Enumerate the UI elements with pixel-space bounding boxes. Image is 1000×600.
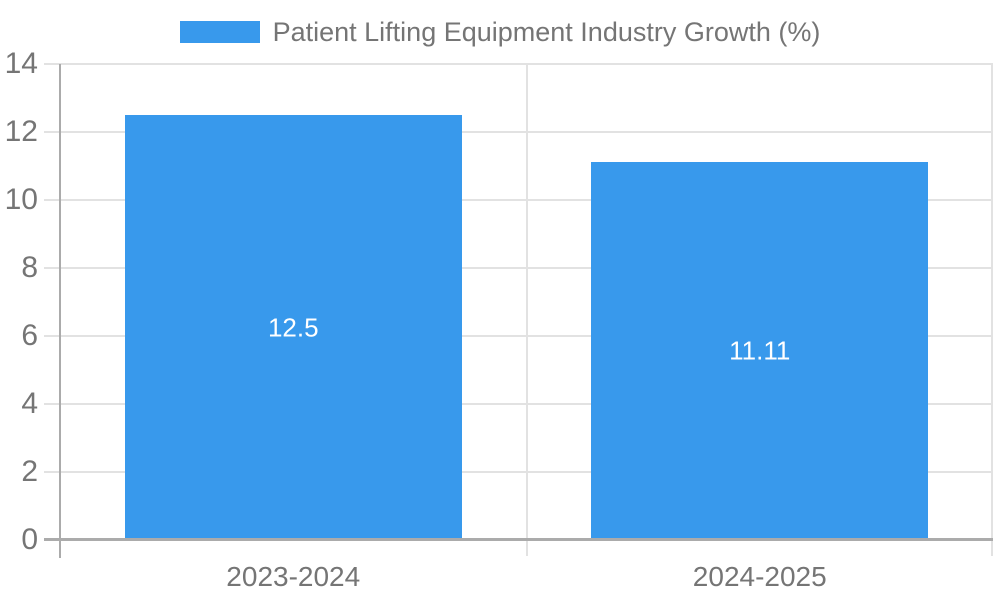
x-axis-category-label: 2024-2025	[692, 561, 827, 592]
y-axis-tick-label: 0	[21, 523, 38, 556]
category-divider	[525, 64, 528, 556]
bar-2024-2025[interactable]: 11.11	[591, 162, 929, 540]
gridline	[44, 63, 993, 65]
legend[interactable]: Patient Lifting Equipment Industry Growt…	[0, 17, 1000, 47]
bar-2023-2024[interactable]: 12.5	[124, 115, 462, 540]
plot-right-border	[991, 64, 993, 556]
y-axis-tick-label: 4	[21, 387, 38, 420]
legend-label: Patient Lifting Equipment Industry Growt…	[272, 17, 821, 47]
gridline	[44, 335, 993, 337]
bar-value-label: 12.5	[267, 312, 319, 342]
y-axis-tick-label: 12	[4, 115, 38, 148]
y-axis-tick-label: 2	[21, 455, 38, 488]
y-axis-tick-label: 6	[21, 319, 38, 352]
legend-swatch	[179, 21, 260, 43]
y-axis-tick-label: 8	[21, 251, 38, 284]
x-axis-baseline	[44, 538, 993, 541]
gridline	[44, 471, 993, 473]
gridline	[44, 403, 993, 405]
gridline	[44, 199, 993, 201]
y-axis-tick-label: 14	[4, 47, 38, 80]
gridline	[44, 131, 993, 133]
plot-area: 0 2 4 6 8 10 12 14 12.5 2023-2024 11.11 2024-2025	[5, 48, 993, 592]
gridline	[44, 267, 993, 269]
bar-value-label: 11.11	[729, 335, 791, 366]
y-axis-tick-label: 10	[4, 183, 38, 216]
y-axis-line	[59, 64, 61, 558]
x-axis-category-label: 2023-2024	[226, 561, 361, 592]
